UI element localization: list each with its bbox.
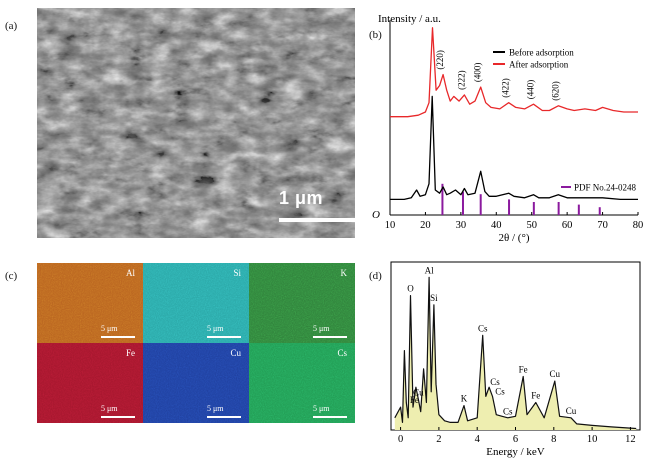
eds-peak-label: O <box>407 284 414 294</box>
xrd-legend-reference-label: PDF No.24-0248 <box>574 183 637 193</box>
eds-x-tick-label: 10 <box>587 434 598 445</box>
xrd-x-axis-label: 2θ / (°) <box>498 232 529 244</box>
sem-texture <box>37 8 355 238</box>
xrd-origin-label: O <box>372 209 380 221</box>
eds-peak-label: Cs <box>478 323 488 333</box>
eds-x-tick-label: 2 <box>436 434 441 445</box>
eds-x-tick-label: 4 <box>475 434 481 445</box>
eds-peak-label: Cu <box>550 369 561 379</box>
eds-map-texture <box>143 343 249 423</box>
panel-label-d: (d) <box>369 270 382 282</box>
eds-peak-label: Cu <box>413 387 424 397</box>
eds-x-tick-label: 6 <box>513 434 518 445</box>
sem-scale-bar <box>279 218 355 222</box>
eds-peak-label: Al <box>425 265 434 275</box>
xrd-peak-label: (440) <box>525 80 535 100</box>
sem-micrograph: 1 μm <box>37 8 355 238</box>
eds-peak-label: Cu <box>566 406 577 416</box>
xrd-x-tick-label: 50 <box>526 220 537 231</box>
eds-spectrum-line <box>394 276 637 430</box>
eds-x-tick-label: 12 <box>625 434 636 445</box>
xrd-series-after <box>390 27 638 118</box>
xrd-x-tick-label: 80 <box>633 220 644 231</box>
eds-map-element-label: Fe <box>126 348 135 358</box>
eds-map-scale-label: 5 μm <box>101 324 118 333</box>
eds-map-scale-bar <box>207 336 241 338</box>
eds-x-axis-label: Energy / keV <box>486 446 545 458</box>
eds-element-maps: Al 5 μm Si 5 μm K 5 μm Fe 5 μm Cu 5 μm Cs 5 μm <box>37 263 355 423</box>
eds-map-fe: Fe 5 μm <box>37 343 143 423</box>
xrd-peak-label: (400) <box>473 63 483 83</box>
panel-label-c: (c) <box>5 270 18 282</box>
xrd-legend-label: After adsorption <box>509 60 569 70</box>
eds-map-texture <box>37 263 143 343</box>
eds-map-scale-bar <box>101 416 135 418</box>
xrd-y-axis-label: Intensity / a.u. <box>378 13 441 25</box>
xrd-x-tick-label: 20 <box>420 220 431 231</box>
eds-map-texture <box>143 263 249 343</box>
xrd-x-tick-label: 40 <box>491 220 502 231</box>
eds-map-texture <box>249 343 355 423</box>
eds-spectrum-fill <box>394 277 637 430</box>
panel-label-a: (a) <box>5 20 18 32</box>
eds-map-scale-label: 5 μm <box>101 404 118 413</box>
eds-map-scale-bar <box>101 336 135 338</box>
eds-map-k: K 5 μm <box>249 263 355 343</box>
eds-map-element-label: Si <box>233 268 241 278</box>
eds-map-element-label: K <box>340 268 348 278</box>
xrd-peak-label: (222) <box>456 70 466 90</box>
xrd-peak-label: (220) <box>435 50 445 70</box>
eds-x-tick-label: 0 <box>398 434 403 445</box>
eds-map-al: Al 5 μm <box>37 263 143 343</box>
eds-peak-label: Si <box>430 293 438 303</box>
eds-map-texture <box>37 343 143 423</box>
xrd-x-tick-label: 30 <box>456 220 467 231</box>
xrd-series-before <box>390 95 638 201</box>
eds-peak-label: K <box>461 394 468 404</box>
eds-map-scale-label: 5 μm <box>207 324 224 333</box>
eds-map-scale-label: 5 μm <box>207 404 224 413</box>
eds-map-element-label: Al <box>126 268 135 278</box>
eds-peak-label: Cs <box>490 377 500 387</box>
eds-map-texture <box>249 263 355 343</box>
eds-peak-label: Fe <box>410 395 419 405</box>
eds-map-scale-bar <box>313 336 347 338</box>
eds-map-si: Si 5 μm <box>143 263 249 343</box>
eds-x-tick-label: 8 <box>551 434 556 445</box>
xrd-peak-label: (422) <box>501 78 511 97</box>
eds-map-element-label: Cs <box>337 348 347 358</box>
eds-map-element-label: Cu <box>230 348 241 358</box>
eds-peak-label: Cs <box>503 406 513 416</box>
eds-map-cs: Cs 5 μm <box>249 343 355 423</box>
eds-peak-label: Fe <box>519 365 528 375</box>
xrd-peak-label: (620) <box>550 81 560 101</box>
eds-map-cu: Cu 5 μm <box>143 343 249 423</box>
xrd-legend-label: Before adsorption <box>509 48 574 58</box>
xrd-x-tick-label: 70 <box>597 220 608 231</box>
xrd-x-tick-label: 60 <box>562 220 573 231</box>
eds-map-scale-bar <box>207 416 241 418</box>
xrd-x-tick-label: 10 <box>385 220 396 231</box>
eds-map-scale-bar <box>313 416 347 418</box>
eds-peak-label: Fe <box>531 391 540 401</box>
eds-map-scale-label: 5 μm <box>313 404 330 413</box>
panel-label-b: (b) <box>369 29 382 41</box>
sem-scale-label: 1 μm <box>279 188 324 208</box>
eds-peak-label: Cs <box>495 386 505 396</box>
eds-map-scale-label: 5 μm <box>313 324 330 333</box>
